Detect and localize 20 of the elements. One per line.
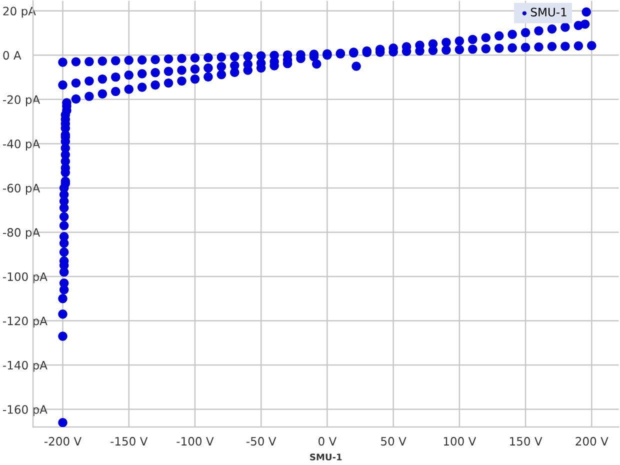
y-tick-label: -60 pA (3, 184, 40, 195)
y-tick-label: -140 pA (3, 360, 48, 372)
x-tick-label: 50 V (381, 436, 406, 446)
y-tick-label: -20 pA (3, 95, 40, 106)
x-tick-label: -150 V (110, 436, 148, 446)
x-tick-label: 200 V (576, 436, 608, 446)
legend-label: SMU-1 (530, 8, 566, 16)
x-tick-label: -100 V (176, 436, 214, 446)
x-tick-label: -50 V (246, 436, 276, 446)
y-tick-label: -80 pA (3, 228, 40, 239)
x-tick-label: 150 V (510, 436, 542, 446)
x-tick-label: 0 V (318, 436, 337, 446)
y-tick-label: -120 pA (3, 316, 48, 328)
y-tick-label: -40 pA (3, 140, 40, 150)
y-tick-label: -100 pA (3, 272, 48, 284)
x-tick-label: 100 V (444, 436, 476, 446)
y-tick-label: -160 pA (3, 405, 48, 416)
x-axis-title: SMU-1 (310, 454, 342, 460)
x-tick-label: -200 V (44, 436, 82, 446)
y-tick-label: 0 A (3, 50, 22, 60)
